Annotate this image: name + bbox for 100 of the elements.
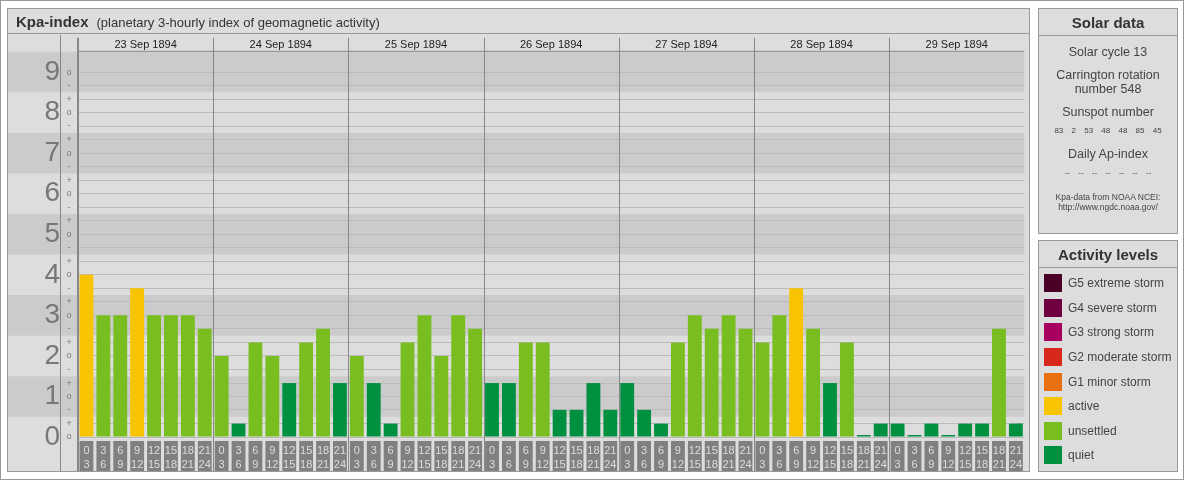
text: - xyxy=(67,404,71,415)
x-tick-label: 9 12 xyxy=(536,443,549,470)
x-tick-label: 21 24 xyxy=(874,443,887,470)
x-tick-label: 0 3 xyxy=(353,443,360,470)
bar xyxy=(400,342,415,437)
text: o xyxy=(66,147,72,158)
text: + xyxy=(66,337,72,348)
text: Daily Ap-index xyxy=(1067,147,1149,161)
bar xyxy=(704,328,719,437)
legend-title: Activity levels xyxy=(1039,241,1177,268)
bar xyxy=(231,423,246,437)
x-tick-label: 15 18 xyxy=(975,443,989,470)
text: o xyxy=(66,350,72,361)
bar xyxy=(738,328,753,437)
text: o xyxy=(66,228,72,239)
legend-label: G4 severe storm xyxy=(1068,300,1157,315)
x-tick-label: 0 3 xyxy=(488,443,496,470)
legend-label: quiet xyxy=(1068,448,1095,463)
bar xyxy=(603,409,618,437)
chart-subtitle: (planetary 3-hourly index of geomagnetic activity) xyxy=(96,15,380,30)
y-tick-label: 4 xyxy=(44,257,60,289)
bar xyxy=(248,342,263,437)
x-tick-label: 21 24 xyxy=(198,443,211,470)
bar xyxy=(670,342,685,437)
text: - xyxy=(67,79,71,90)
text: - xyxy=(67,242,71,253)
bar xyxy=(992,328,1006,437)
x-tick-label: 3 6 xyxy=(505,443,512,470)
y-tick-label: 7 xyxy=(44,135,60,167)
y-tick-label: 5 xyxy=(44,216,60,248)
text: - xyxy=(67,201,71,212)
text: Sunspot number xyxy=(1061,105,1155,119)
text: + xyxy=(66,215,72,226)
bar xyxy=(383,423,398,437)
text: + xyxy=(66,134,72,145)
x-tick-label: 15 18 xyxy=(300,443,313,470)
text: 83 2 53 48 48 85 45 xyxy=(1053,125,1163,137)
text: 24 Sep 1894 xyxy=(249,37,312,50)
x-tick-label: 18 21 xyxy=(992,443,1006,470)
x-tick-label: 6 9 xyxy=(928,443,935,470)
x-tick-label: 18 21 xyxy=(181,443,194,470)
chart-title: Kpa-index xyxy=(16,13,89,30)
text: o xyxy=(66,390,72,401)
text: - xyxy=(67,161,71,172)
text: + xyxy=(66,93,72,104)
bar xyxy=(130,288,145,437)
text: o xyxy=(66,188,72,199)
x-tick-label: 9 12 xyxy=(401,443,414,470)
text: o xyxy=(66,66,72,77)
bar xyxy=(282,383,297,437)
bar xyxy=(721,315,736,437)
x-tick-label: 0 3 xyxy=(894,443,901,470)
x-tick-label: 15 18 xyxy=(840,443,854,470)
bar xyxy=(518,342,533,437)
x-tick-label: 6 9 xyxy=(117,443,124,470)
x-tick-label: 12 15 xyxy=(283,443,296,470)
text: - xyxy=(67,323,71,334)
text: + xyxy=(66,255,72,266)
y-tick-label: 6 xyxy=(44,176,60,208)
bar xyxy=(147,315,161,437)
legend-label: G1 minor storm xyxy=(1068,374,1151,389)
x-tick-label: 3 6 xyxy=(641,443,648,470)
legend-label: unsettled xyxy=(1068,423,1117,438)
x-tick-label: 9 12 xyxy=(942,443,955,470)
x-tick-label: 12 15 xyxy=(823,443,837,470)
y-tick-label: 0 xyxy=(44,419,60,451)
x-tick-label: 15 18 xyxy=(570,443,583,470)
x-tick-label: 9 12 xyxy=(671,443,685,470)
x-tick-label: 6 9 xyxy=(793,443,800,470)
bar xyxy=(806,328,821,437)
text: o xyxy=(66,107,72,118)
text: 29 Sep 1894 xyxy=(925,37,988,50)
bar xyxy=(299,342,314,437)
y-tick-label: 3 xyxy=(44,298,60,330)
text: - xyxy=(67,120,71,131)
x-tick-label: 18 21 xyxy=(587,443,600,470)
bar xyxy=(958,423,973,437)
bar xyxy=(552,409,567,437)
y-tick-label: 8 xyxy=(44,95,60,127)
bar xyxy=(333,383,347,437)
x-tick-label: 15 18 xyxy=(435,443,448,470)
bar xyxy=(535,342,550,437)
bar xyxy=(366,383,381,437)
x-tick-label: 15 18 xyxy=(164,443,178,470)
x-tick-label: 0 3 xyxy=(218,443,225,470)
x-tick-label: 3 6 xyxy=(100,443,107,470)
legend-label: G3 strong storm xyxy=(1068,325,1155,340)
bar xyxy=(79,274,94,437)
bar xyxy=(569,409,584,437)
x-tick-label: 18 21 xyxy=(316,443,330,470)
x-tick-label: 12 15 xyxy=(553,443,566,470)
x-tick-label: 18 21 xyxy=(452,443,465,470)
text: Kpa-data from NOAA NCEI: http://www.ngdc.noaa.gov/ xyxy=(1054,192,1162,212)
bar xyxy=(316,328,330,437)
bar xyxy=(96,315,111,437)
text: Solar cycle 13 xyxy=(1067,45,1149,59)
legend-label: active xyxy=(1068,399,1100,414)
x-tick-label: 21 24 xyxy=(1009,443,1023,470)
bar xyxy=(1008,423,1023,437)
x-tick-label: 12 15 xyxy=(147,443,161,470)
